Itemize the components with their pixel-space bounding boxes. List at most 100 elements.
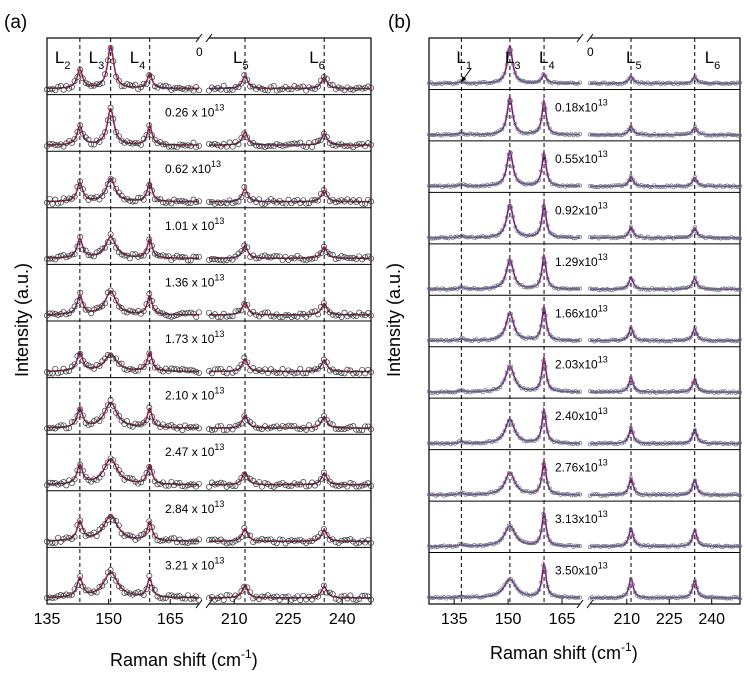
data-point bbox=[678, 594, 682, 599]
spectrum-label-text: 0.18x10 bbox=[555, 100, 598, 114]
data-point bbox=[562, 286, 567, 291]
data-point bbox=[684, 595, 689, 599]
data-point bbox=[110, 517, 117, 524]
data-point bbox=[534, 334, 539, 339]
data-point bbox=[554, 439, 559, 444]
data-point bbox=[682, 388, 687, 393]
data-point bbox=[146, 290, 153, 297]
data-point bbox=[569, 390, 574, 395]
data-point bbox=[611, 389, 616, 394]
data-point bbox=[463, 235, 468, 240]
data-point bbox=[733, 492, 738, 497]
data-point bbox=[500, 127, 505, 132]
data-point bbox=[682, 338, 687, 343]
data-point bbox=[605, 441, 610, 446]
data-point bbox=[733, 236, 738, 241]
data-point bbox=[270, 423, 277, 430]
data-point bbox=[247, 140, 254, 147]
data-point bbox=[716, 288, 721, 292]
data-point bbox=[487, 81, 492, 85]
data-point bbox=[635, 337, 640, 342]
data-point bbox=[326, 589, 333, 596]
data-point bbox=[701, 184, 706, 189]
data-point bbox=[82, 587, 89, 594]
data-point bbox=[96, 81, 103, 88]
data-point bbox=[171, 85, 178, 92]
data-point bbox=[151, 364, 158, 371]
data-point bbox=[480, 440, 485, 445]
data-point bbox=[91, 141, 97, 148]
data-point bbox=[267, 483, 274, 490]
data-point bbox=[450, 544, 455, 549]
data-point bbox=[253, 481, 260, 487]
data-point bbox=[57, 422, 64, 429]
data-point bbox=[605, 287, 610, 291]
data-point bbox=[643, 235, 648, 240]
data-point bbox=[565, 183, 570, 188]
spectrum-label-sup: 13 bbox=[598, 200, 608, 210]
data-point bbox=[88, 252, 95, 259]
data-point bbox=[118, 585, 125, 592]
data-point bbox=[578, 338, 582, 342]
data-point bbox=[708, 183, 712, 188]
data-point bbox=[303, 144, 310, 151]
data-point bbox=[350, 596, 357, 603]
data-point bbox=[68, 480, 75, 486]
component-curve bbox=[47, 236, 199, 259]
data-point bbox=[102, 129, 108, 136]
data-point bbox=[703, 440, 708, 444]
spectrum-7 bbox=[44, 397, 374, 434]
data-point bbox=[168, 313, 175, 320]
data-point bbox=[77, 178, 84, 185]
data-point bbox=[613, 132, 618, 137]
data-point bbox=[607, 596, 612, 600]
data-point bbox=[476, 441, 481, 446]
data-point bbox=[102, 244, 108, 251]
data-point bbox=[232, 308, 239, 315]
data-point bbox=[463, 492, 468, 497]
data-point bbox=[431, 338, 436, 343]
data-point bbox=[320, 300, 327, 307]
data-point bbox=[149, 358, 155, 365]
data-point bbox=[703, 492, 708, 497]
data-point bbox=[306, 422, 313, 429]
data-point bbox=[524, 234, 529, 238]
data-point bbox=[493, 335, 498, 340]
data-point bbox=[115, 522, 122, 529]
data-point bbox=[353, 199, 360, 206]
data-point bbox=[107, 231, 114, 238]
data-point bbox=[630, 381, 635, 385]
data-point bbox=[256, 537, 263, 544]
data-point bbox=[483, 388, 488, 393]
data-point bbox=[590, 81, 595, 86]
data-point bbox=[545, 223, 550, 228]
data-point bbox=[217, 200, 224, 207]
data-point bbox=[461, 440, 466, 445]
data-point bbox=[157, 310, 164, 317]
axis-break-mask bbox=[199, 600, 209, 608]
data-point bbox=[491, 233, 496, 238]
peak-label-sub: 1 bbox=[466, 60, 472, 72]
data-point bbox=[46, 195, 53, 202]
data-point bbox=[118, 192, 125, 199]
data-point bbox=[143, 190, 150, 197]
data-point bbox=[256, 196, 263, 203]
data-point bbox=[74, 582, 81, 589]
data-point bbox=[605, 339, 610, 344]
data-point bbox=[433, 493, 438, 498]
data-point bbox=[350, 86, 357, 93]
component-curve bbox=[208, 414, 371, 429]
data-point bbox=[628, 224, 633, 229]
data-point bbox=[658, 338, 663, 343]
data-point bbox=[285, 86, 292, 93]
component-curve bbox=[209, 358, 371, 372]
data-point bbox=[648, 545, 652, 549]
data-point bbox=[63, 482, 70, 489]
data-point bbox=[554, 491, 559, 495]
data-point bbox=[427, 543, 431, 548]
data-point bbox=[513, 122, 518, 126]
data-point bbox=[628, 174, 633, 179]
data-point bbox=[502, 531, 507, 536]
data-point bbox=[433, 544, 438, 549]
data-point bbox=[429, 287, 434, 292]
